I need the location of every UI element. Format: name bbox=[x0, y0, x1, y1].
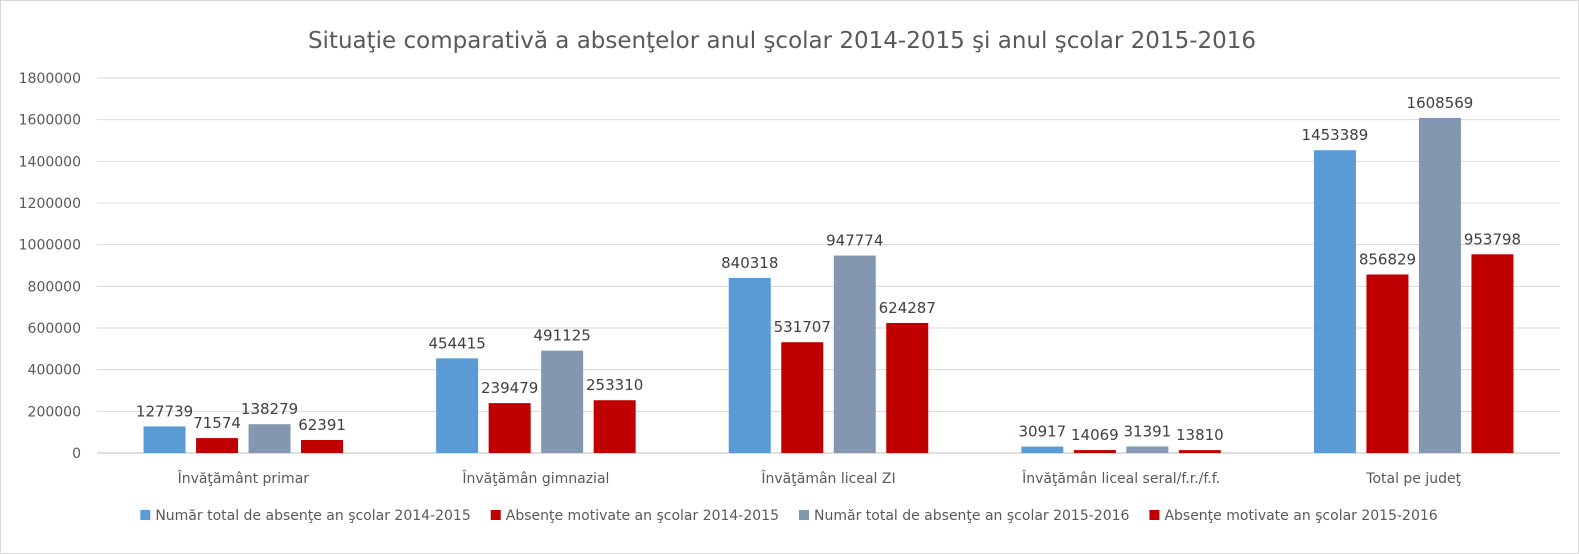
data-label: 30917 bbox=[1018, 423, 1066, 441]
bar bbox=[593, 400, 636, 453]
bars bbox=[143, 117, 1514, 453]
legend-swatch bbox=[1149, 510, 1160, 520]
legend-item: Absenţe motivate an şcolar 2015-2016 bbox=[1149, 508, 1438, 524]
y-tick-label: 1800000 bbox=[19, 71, 81, 87]
y-tick-label: 1000000 bbox=[19, 238, 81, 254]
bar bbox=[1471, 254, 1514, 453]
category-label: Total pe judeţ bbox=[1365, 471, 1461, 487]
category-label: Învăţămân liceal ZI bbox=[760, 469, 895, 487]
bar bbox=[248, 424, 291, 453]
bar bbox=[886, 322, 929, 453]
y-tick-label: 800000 bbox=[28, 279, 81, 295]
data-label: 13810 bbox=[1176, 426, 1224, 444]
legend-item: Număr total de absenţe an şcolar 2015-20… bbox=[799, 508, 1130, 524]
legend-label: Absenţe motivate an şcolar 2015-2016 bbox=[1164, 508, 1437, 524]
legend-item: Număr total de absenţe an şcolar 2014-20… bbox=[140, 508, 471, 524]
bar bbox=[1021, 446, 1064, 453]
data-label: 62391 bbox=[298, 416, 346, 434]
bar bbox=[488, 403, 531, 453]
data-label: 1453389 bbox=[1302, 126, 1369, 144]
y-tick-label: 600000 bbox=[28, 321, 81, 337]
bar bbox=[143, 426, 186, 453]
bar bbox=[1418, 117, 1461, 453]
bar bbox=[196, 438, 239, 453]
legend-label: Număr total de absenţe an şcolar 2014-20… bbox=[155, 508, 470, 524]
legend-label: Absenţe motivate an şcolar 2014-2015 bbox=[506, 508, 779, 524]
bar bbox=[1073, 450, 1116, 453]
data-label: 253310 bbox=[586, 376, 643, 394]
data-label: 491125 bbox=[534, 327, 591, 345]
y-tick-label: 0 bbox=[72, 446, 81, 462]
bar bbox=[1366, 274, 1409, 453]
data-label: 947774 bbox=[826, 232, 883, 250]
data-label: 953798 bbox=[1464, 230, 1521, 248]
legend-swatch bbox=[140, 510, 151, 520]
y-tick-label: 1200000 bbox=[19, 196, 81, 212]
bar bbox=[833, 255, 876, 453]
bar bbox=[541, 350, 584, 453]
data-label: 840318 bbox=[721, 254, 778, 272]
x-axis: Învăţământ primar Învăţămân gimnazial Învă… bbox=[177, 469, 1462, 487]
data-label: 239479 bbox=[481, 379, 538, 397]
bar bbox=[436, 358, 479, 453]
category-label: Învăţămân gimnazial bbox=[461, 469, 609, 487]
bar bbox=[1126, 446, 1169, 453]
data-label: 531707 bbox=[774, 318, 831, 336]
data-label: 856829 bbox=[1359, 250, 1416, 268]
legend-item: Absenţe motivate an şcolar 2014-2015 bbox=[490, 508, 779, 524]
category-label: Învăţămân liceal seral/f.r./f.f. bbox=[1021, 469, 1220, 487]
data-label: 31391 bbox=[1123, 422, 1171, 440]
category-label: Învăţământ primar bbox=[177, 469, 310, 487]
y-tick-label: 200000 bbox=[28, 404, 81, 420]
data-label: 624287 bbox=[879, 299, 936, 317]
data-label: 1608569 bbox=[1407, 94, 1474, 112]
data-label: 14069 bbox=[1071, 426, 1119, 444]
data-label: 127739 bbox=[136, 402, 193, 420]
bar bbox=[728, 277, 771, 453]
legend: Număr total de absenţe an şcolar 2014-20… bbox=[140, 508, 1438, 524]
legend-swatch bbox=[490, 510, 501, 520]
data-label: 138279 bbox=[241, 400, 298, 418]
bar bbox=[1313, 150, 1356, 453]
data-label: 71574 bbox=[193, 414, 241, 432]
bar bbox=[1178, 450, 1221, 453]
y-tick-label: 400000 bbox=[28, 363, 81, 379]
legend-swatch bbox=[799, 510, 809, 520]
y-tick-label: 1600000 bbox=[19, 113, 81, 129]
legend-label: Număr total de absenţe an şcolar 2015-20… bbox=[814, 508, 1130, 524]
y-axis: 0 200000 400000 600000 800000 1000000 1200000 1… bbox=[19, 71, 81, 462]
data-label: 454415 bbox=[429, 334, 486, 352]
bar bbox=[301, 440, 344, 453]
y-tick-label: 1400000 bbox=[19, 154, 81, 170]
chart-title: Situaţie comparativă a absenţelor anul ş… bbox=[308, 28, 1256, 54]
bar bbox=[781, 342, 824, 453]
